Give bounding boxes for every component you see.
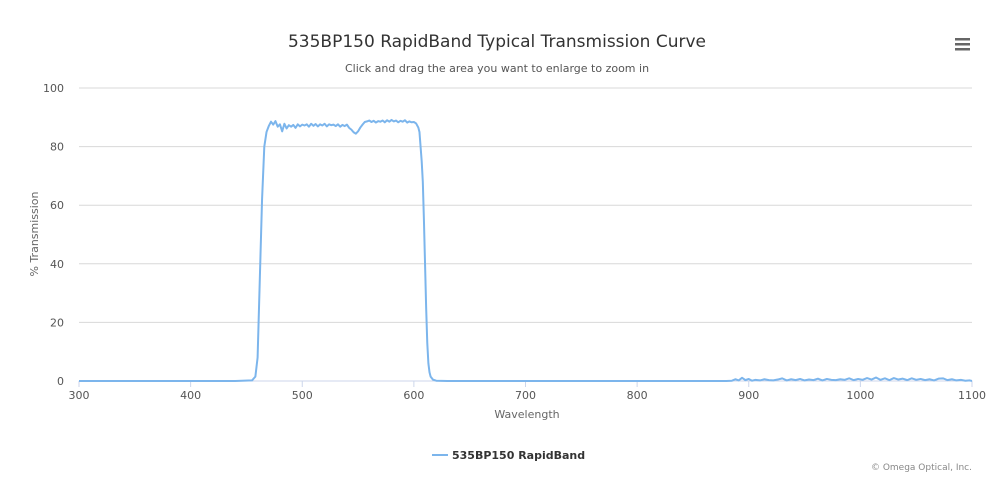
x-tick-label: 600	[403, 389, 424, 402]
series-line-535bp150-rapidband[interactable]	[79, 118, 973, 382]
x-tick-label: 1000	[846, 389, 874, 402]
x-tick-label: 400	[180, 389, 201, 402]
x-tick-label: 300	[69, 389, 90, 402]
y-tick-label: 20	[50, 316, 64, 329]
y-axis-ticks: 0 20 40 60 80 100	[43, 82, 64, 388]
hamburger-menu-icon[interactable]	[955, 38, 970, 51]
x-tick-label: 500	[292, 389, 313, 402]
y-tick-label: 80	[50, 141, 64, 154]
x-axis-title: Wavelength	[494, 408, 559, 421]
y-tick-label: 0	[57, 375, 64, 388]
y-axis-title: % Transmission	[28, 191, 41, 276]
credits-text[interactable]: © Omega Optical, Inc.	[871, 463, 972, 473]
y-tick-label: 60	[50, 199, 64, 212]
x-tick-label: 900	[738, 389, 759, 402]
x-tick-label: 800	[627, 389, 648, 402]
grid-lines	[79, 87, 972, 323]
x-tick-label: 700	[515, 389, 536, 402]
y-tick-label: 100	[43, 82, 64, 95]
x-axis-ticks: 300 400 500 600 700 800 900 1000 1100	[69, 381, 986, 402]
legend-label[interactable]: 535BP150 RapidBand	[452, 449, 585, 462]
legend[interactable]: 535BP150 RapidBand	[432, 449, 585, 462]
y-tick-label: 40	[50, 258, 64, 271]
chart-title: 535BP150 RapidBand Typical Transmission …	[288, 32, 706, 52]
x-tick-label: 1100	[958, 389, 986, 402]
chart-subtitle: Click and drag the area you want to enla…	[345, 62, 649, 75]
